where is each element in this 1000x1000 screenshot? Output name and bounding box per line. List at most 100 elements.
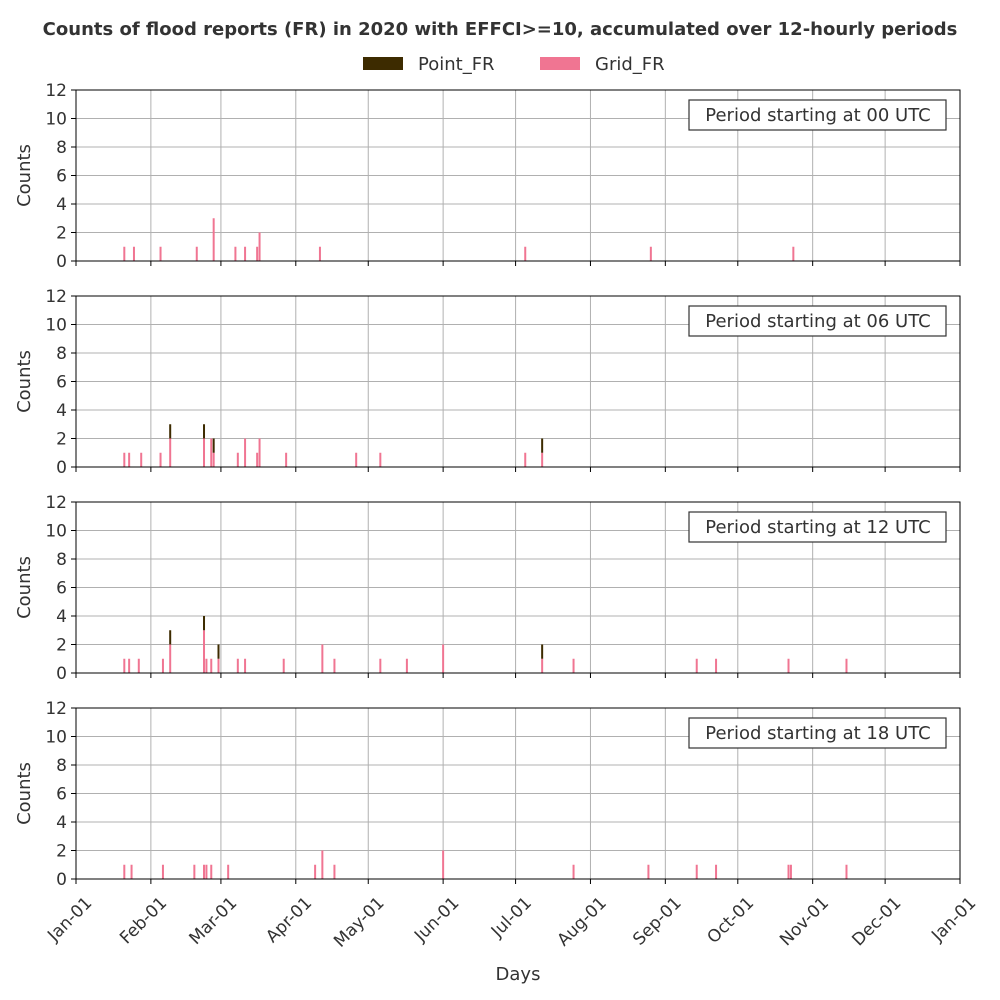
grid-fr-bar — [130, 864, 133, 879]
y-tick-label: 12 — [45, 81, 67, 101]
grid-fr-bar — [256, 246, 259, 261]
x-tick-label: Jan-01 — [927, 893, 980, 946]
grid-fr-bar — [137, 658, 140, 673]
chart-title: Counts of flood reports (FR) in 2020 wit… — [43, 19, 958, 40]
grid-fr-bar — [123, 658, 126, 673]
y-axis-label: Counts — [14, 350, 35, 413]
grid-fr-bar — [244, 246, 247, 261]
point-fr-bar — [169, 630, 172, 645]
grid-fr-bar — [647, 864, 650, 879]
grid-fr-bar — [205, 658, 208, 673]
y-tick-label: 8 — [56, 138, 67, 158]
grid-fr-bar — [792, 246, 795, 261]
point-fr-bar — [212, 438, 215, 453]
grid-fr-bar — [442, 850, 445, 879]
grid-fr-bar — [212, 452, 215, 467]
y-tick-label: 2 — [56, 842, 67, 862]
grid-fr-bar — [159, 452, 162, 467]
y-axis-label: Counts — [14, 556, 35, 619]
grid-fr-bar — [333, 864, 336, 879]
x-tick-label: Jun-01 — [410, 893, 463, 946]
grid-fr-bar — [314, 864, 317, 879]
grid-fr-bar — [695, 658, 698, 673]
grid-fr-bar — [572, 864, 575, 879]
y-tick-label: 0 — [56, 252, 67, 272]
y-tick-label: 4 — [56, 813, 67, 833]
point-fr-bar — [203, 616, 206, 631]
y-tick-label: 6 — [56, 167, 67, 187]
grid-fr-bar — [234, 246, 237, 261]
y-tick-label: 0 — [56, 458, 67, 478]
grid-fr-bar — [203, 864, 206, 879]
grid-fr-bar — [132, 246, 135, 261]
point-fr-bar — [541, 438, 544, 453]
legend-label-grid-fr: Grid_FR — [595, 54, 665, 75]
grid-fr-bar — [210, 658, 213, 673]
y-tick-label: 6 — [56, 373, 67, 393]
grid-fr-bar — [193, 864, 196, 879]
grid-fr-bar — [244, 438, 247, 467]
grid-fr-bar — [379, 658, 382, 673]
grid-fr-bar — [715, 658, 718, 673]
y-tick-label: 10 — [45, 522, 67, 542]
x-tick-label: Oct-01 — [704, 893, 759, 948]
panel-1: 0 2 4 6 8 10 12 Counts Period starting at 06 UTC — [14, 287, 961, 478]
period-label: Period starting at 06 UTC — [705, 311, 930, 332]
grid-fr-bar — [159, 246, 162, 261]
grid-fr-bar — [541, 452, 544, 467]
legend-label-point-fr: Point_FR — [418, 54, 495, 75]
y-tick-label: 12 — [45, 287, 67, 307]
y-tick-label: 4 — [56, 195, 67, 215]
grid-fr-bar — [210, 438, 213, 467]
x-tick-label: Mar-01 — [186, 893, 242, 949]
grid-fr-bar — [845, 864, 848, 879]
grid-fr-bar — [541, 658, 544, 673]
period-label-box — [688, 99, 947, 131]
grid-fr-bar — [203, 438, 206, 467]
grid-fr-bar — [695, 864, 698, 879]
period-label: Period starting at 00 UTC — [705, 105, 930, 126]
grid-fr-bar — [195, 246, 198, 261]
y-tick-label: 12 — [45, 699, 67, 719]
grid-fr-bar — [203, 630, 206, 673]
grid-fr-bar — [649, 246, 652, 261]
panel-2: 0 2 4 6 8 10 12 Counts Period starting at 12 UTC — [14, 493, 961, 684]
grid-fr-bar — [123, 246, 126, 261]
y-tick-label: 4 — [56, 607, 67, 627]
grid-fr-bar — [321, 644, 324, 673]
grid-fr-bar — [161, 658, 164, 673]
grid-fr-bar — [282, 658, 285, 673]
y-tick-label: 10 — [45, 316, 67, 336]
period-label-box — [688, 511, 947, 543]
legend: Point_FR Grid_FR — [363, 54, 665, 75]
grid-fr-bar — [217, 658, 220, 673]
y-tick-label: 6 — [56, 579, 67, 599]
grid-fr-bar — [123, 452, 126, 467]
x-tick-label: Nov-01 — [776, 893, 833, 950]
grid-fr-bar — [285, 452, 288, 467]
period-label: Period starting at 12 UTC — [705, 517, 930, 538]
grid-fr-bar — [318, 246, 321, 261]
y-tick-label: 12 — [45, 493, 67, 513]
grid-fr-bar — [210, 864, 213, 879]
point-fr-bar — [203, 424, 206, 439]
y-tick-label: 2 — [56, 224, 67, 244]
x-tick-label: Jan-01 — [43, 893, 96, 946]
legend-swatch-point-fr — [363, 57, 403, 70]
grid-fr-bar — [236, 658, 239, 673]
x-tick-label: Aug-01 — [554, 893, 611, 950]
y-tick-label: 0 — [56, 664, 67, 684]
grid-fr-bar — [169, 438, 172, 467]
grid-fr-bar — [379, 452, 382, 467]
y-tick-label: 0 — [56, 870, 67, 890]
x-tick-label: Sep-01 — [629, 893, 685, 949]
grid-fr-bar — [845, 658, 848, 673]
y-tick-label: 8 — [56, 550, 67, 570]
x-tick-label: May-01 — [330, 893, 388, 951]
x-tick-label: Jul-01 — [487, 893, 536, 942]
grid-fr-bar — [128, 452, 131, 467]
panel-3: 0 2 4 6 8 10 12 Counts Period starting at 18 UTC… — [14, 699, 980, 952]
grid-fr-bar — [212, 218, 215, 261]
grid-fr-bar — [524, 246, 527, 261]
y-tick-label: 2 — [56, 636, 67, 656]
